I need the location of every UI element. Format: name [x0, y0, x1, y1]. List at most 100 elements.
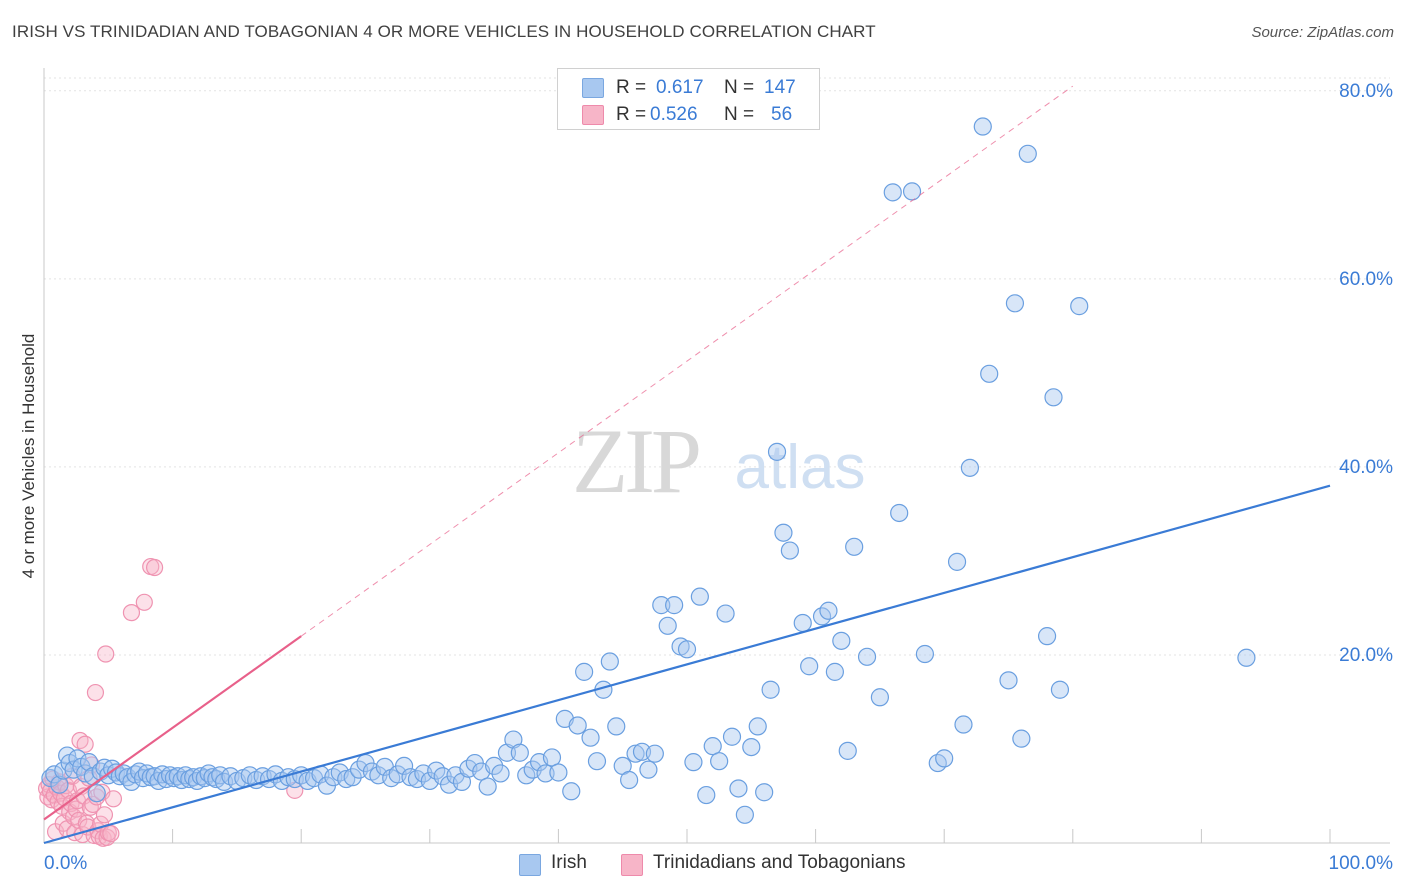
legend-r-value: 0.617 [656, 77, 704, 98]
data-point-irish [832, 631, 851, 650]
data-point-irish [703, 737, 722, 756]
data-point-irish [658, 616, 677, 635]
data-point-irish [343, 768, 362, 787]
data-point-irish [568, 716, 587, 735]
axes [43, 68, 1390, 844]
data-point-irish [716, 604, 735, 623]
y-axis-label: 4 or more Vehicles in Household [19, 333, 38, 579]
legend-n-label: N = [724, 77, 755, 98]
data-point-irish [575, 662, 594, 681]
chart-title: IRISH VS TRINIDADIAN AND TOBAGONIAN 4 OR… [12, 22, 876, 41]
data-point-irish [774, 523, 793, 542]
data-point-irish [607, 717, 626, 736]
data-point-irish [857, 647, 877, 666]
legend-label-trinidadians: Trinidadians and Tobagonians [653, 852, 906, 873]
data-point-irish [761, 680, 780, 699]
watermark-atlas: atlas [735, 433, 866, 502]
data-point-irish [947, 552, 967, 571]
data-point-irish [1237, 648, 1256, 667]
data-point-irish [935, 749, 954, 768]
tick-labels: 20.0% 40.0% 60.0% 80.0% 0.0% 100.0% [44, 81, 1393, 874]
legend-swatch-trinidadians [621, 854, 643, 876]
data-point-irish [825, 662, 844, 681]
data-point-irish [690, 587, 709, 606]
watermark: ZIP atlas [572, 410, 865, 512]
data-point-irish [587, 752, 607, 771]
data-point-irish [819, 601, 838, 620]
data-point-irish [883, 183, 902, 202]
x-tick-label: 100.0% [1329, 853, 1394, 874]
data-point-irish [684, 753, 703, 772]
data-point-trinidadians [104, 790, 123, 808]
data-point-irish [1037, 627, 1057, 646]
data-point-irish [549, 763, 568, 782]
data-point-irish [1050, 680, 1070, 699]
legend-r-label: R = [616, 104, 647, 125]
data-point-irish [710, 752, 729, 771]
data-point-irish [87, 784, 106, 803]
data-point-irish [915, 644, 935, 664]
data-point-trinidadians [97, 645, 115, 663]
data-point-irish [902, 182, 922, 201]
y-tick-label: 60.0% [1339, 269, 1393, 290]
series-trinidadians-points [37, 557, 304, 847]
trend-line-trinidadians-extension [300, 85, 1074, 637]
data-point-irish [800, 657, 819, 676]
data-point-trinidadians [95, 806, 114, 824]
series-legend: Irish Trinidadians and Tobagonians [0, 852, 1406, 878]
data-point-trinidadians [135, 593, 153, 611]
data-point-irish [510, 743, 529, 762]
data-point-irish [755, 783, 774, 802]
legend-swatch-trinidadians [582, 105, 604, 125]
data-point-irish [1018, 144, 1037, 163]
data-point-irish [697, 785, 716, 805]
data-point-irish [536, 764, 555, 783]
legend-n-label: N = [724, 104, 755, 125]
data-point-irish [562, 782, 581, 801]
data-point-trinidadians [86, 683, 105, 702]
data-point-irish [1005, 294, 1025, 313]
legend-swatch-irish [582, 78, 604, 98]
data-point-irish [485, 756, 504, 776]
data-point-trinidadians [145, 558, 164, 577]
data-point-trinidadians [122, 604, 141, 622]
grid-lines [44, 77, 1390, 656]
legend-swatch-irish [519, 854, 541, 876]
data-point-irish [620, 770, 639, 790]
data-point-irish [665, 596, 684, 615]
data-point-irish [581, 728, 600, 747]
legend-r-value: 0.526 [650, 104, 698, 125]
data-point-irish [50, 775, 69, 794]
data-point-irish [394, 756, 414, 776]
data-point-irish [999, 671, 1018, 690]
series-irish-points [41, 117, 1256, 824]
x-tick-label: 0.0% [44, 853, 87, 874]
data-point-irish [639, 760, 658, 779]
y-tick-label: 80.0% [1339, 81, 1393, 102]
data-point-irish [626, 744, 645, 763]
data-point-irish [677, 640, 697, 659]
data-point-trinidadians [76, 735, 94, 753]
data-point-irish [542, 748, 562, 767]
data-point-irish [729, 779, 748, 798]
trend-lines [43, 85, 1331, 845]
data-point-irish [973, 117, 992, 136]
data-point-irish [722, 727, 742, 746]
data-point-irish [742, 737, 761, 757]
legend-r-label: R = [616, 77, 647, 98]
data-point-irish [68, 749, 87, 768]
data-point-irish [870, 688, 890, 707]
data-point-irish [980, 364, 999, 383]
data-point-irish [780, 541, 799, 560]
data-point-irish [645, 744, 664, 763]
data-point-irish [838, 741, 857, 760]
data-point-irish [767, 442, 787, 461]
data-point-irish [1044, 388, 1063, 407]
watermark-zip: ZIP [572, 410, 699, 512]
data-point-irish [748, 717, 767, 736]
legend-label-irish: Irish [551, 852, 587, 873]
y-tick-label: 20.0% [1339, 645, 1393, 666]
trend-line-irish [43, 484, 1331, 845]
data-point-irish [954, 715, 973, 734]
